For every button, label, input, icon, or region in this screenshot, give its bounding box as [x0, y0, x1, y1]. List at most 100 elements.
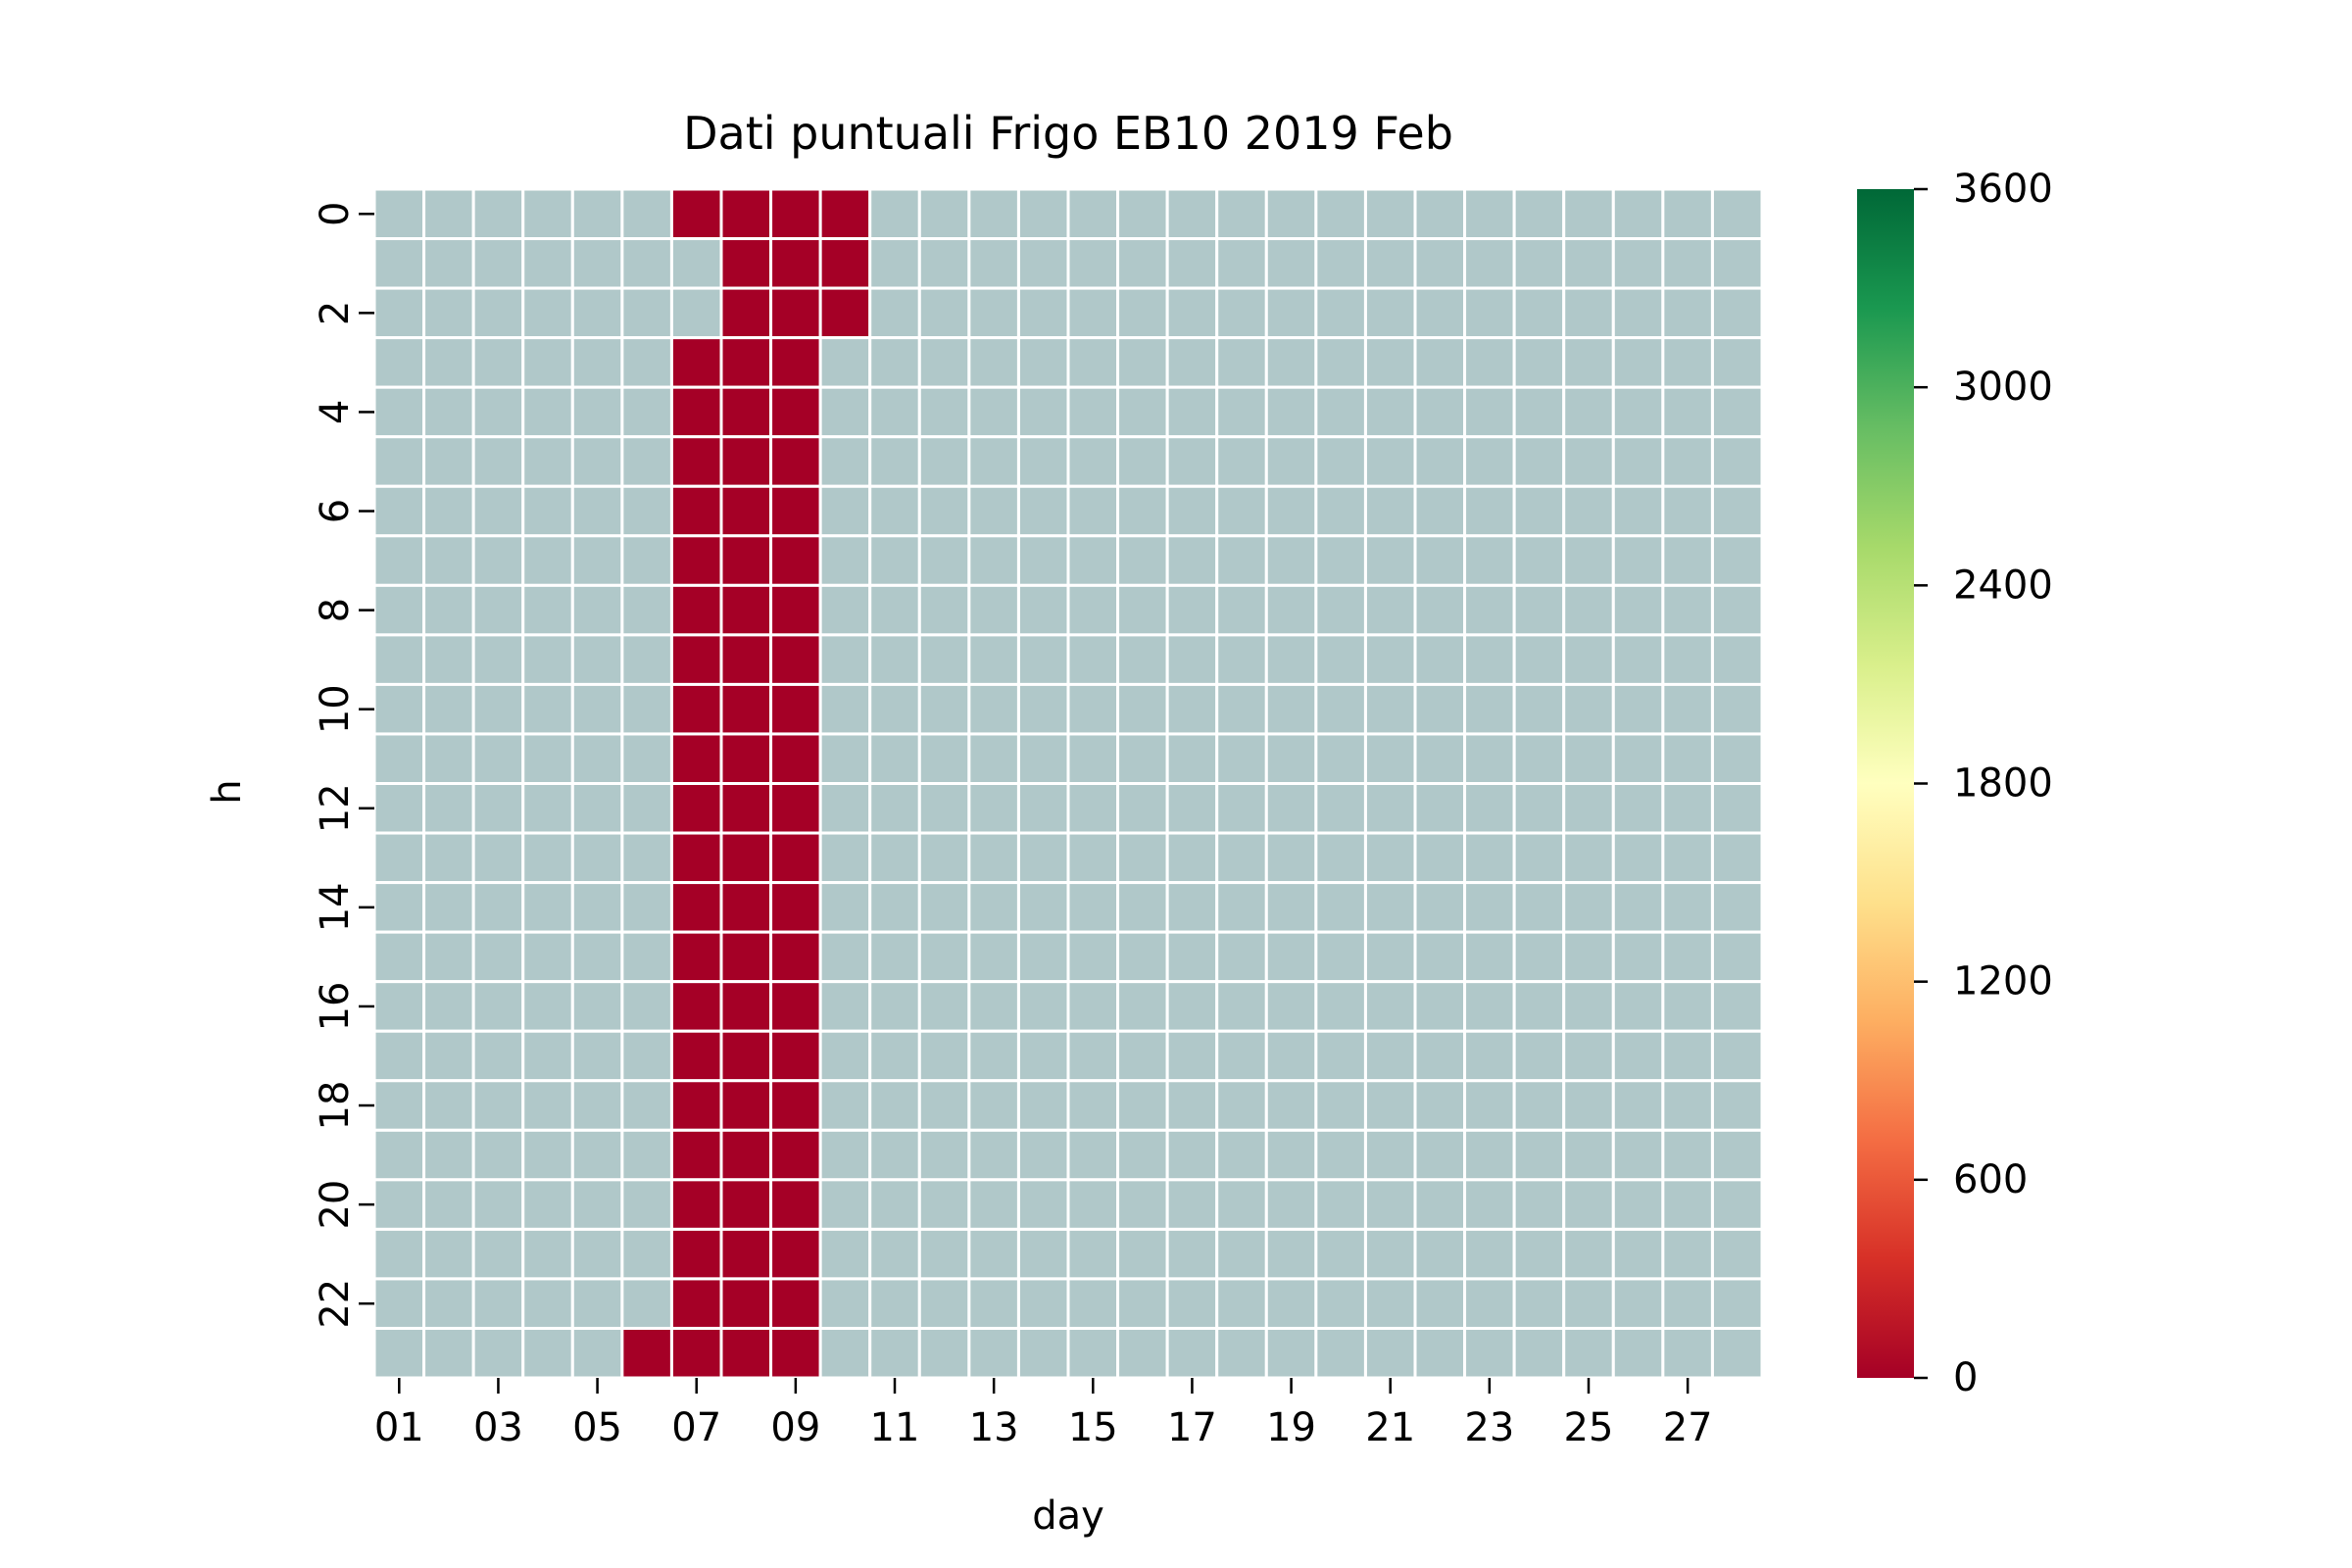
heatmap-cell [1661, 484, 1714, 538]
heatmap-cell [719, 435, 773, 488]
heatmap-cell [620, 286, 673, 340]
heatmap-cell [1066, 1128, 1120, 1182]
heatmap-cell [1264, 385, 1318, 439]
heatmap-cell [868, 286, 921, 340]
heatmap-cell [1314, 1128, 1367, 1182]
heatmap-cell [1314, 484, 1367, 538]
heatmap-cell [769, 336, 822, 389]
heatmap-cell [669, 286, 723, 340]
x-tick-label: 23 [1464, 1405, 1514, 1450]
heatmap-cell [1363, 484, 1417, 538]
heatmap-cell [1165, 1178, 1219, 1231]
heatmap-cell [669, 1079, 723, 1132]
heatmap-cell [868, 980, 921, 1033]
heatmap-cell [422, 385, 475, 439]
heatmap-cell [1363, 534, 1417, 587]
heatmap-cell [1562, 732, 1615, 785]
heatmap-cell [1314, 831, 1367, 885]
heatmap-cell [1314, 633, 1367, 686]
heatmap-cell [1016, 1227, 1070, 1281]
heatmap-cell [1215, 286, 1268, 340]
heatmap-cell [422, 1178, 475, 1231]
heatmap-cell [570, 682, 624, 736]
heatmap-cell [868, 831, 921, 885]
heatmap-cell [1611, 1029, 1665, 1083]
heatmap-cell [1264, 1326, 1318, 1380]
heatmap-cell [769, 831, 822, 885]
heatmap-cell [1413, 1128, 1467, 1182]
heatmap-cell [1562, 782, 1615, 835]
heatmap-cell [967, 1029, 1020, 1083]
heatmap-cell [1710, 435, 1764, 488]
heatmap-cell [1562, 1079, 1615, 1132]
heatmap-cell [818, 286, 872, 340]
heatmap-cell [1016, 732, 1070, 785]
heatmap-cell [1066, 1277, 1120, 1330]
heatmap-cell [620, 732, 673, 785]
y-tick-label: 22 [313, 1279, 358, 1329]
heatmap-cell [1264, 435, 1318, 488]
heatmap-cell [521, 1079, 574, 1132]
heatmap-cell [1463, 484, 1516, 538]
heatmap-cell [1413, 633, 1467, 686]
heatmap-cell [818, 1277, 872, 1330]
heatmap-cell [1512, 286, 1566, 340]
heatmap-cell [1264, 1128, 1318, 1182]
heatmap-cell [719, 1227, 773, 1281]
heatmap-cell [521, 1128, 574, 1182]
heatmap-cell [818, 1029, 872, 1083]
heatmap-cell [1016, 633, 1070, 686]
heatmap-cell [719, 1326, 773, 1380]
heatmap-cell [1611, 1227, 1665, 1281]
heatmap-cell [1512, 831, 1566, 885]
heatmap-cell [570, 187, 624, 241]
heatmap-cell [521, 682, 574, 736]
heatmap-cell [868, 484, 921, 538]
heatmap-cell [471, 435, 525, 488]
heatmap-cell [1512, 782, 1566, 835]
heatmap-cell [1363, 1326, 1417, 1380]
heatmap-cell [372, 1128, 426, 1182]
heatmap-cell [1413, 534, 1467, 587]
heatmap-cell [1512, 1326, 1566, 1380]
heatmap-cell [917, 484, 971, 538]
heatmap-cell [471, 682, 525, 736]
heatmap-cell [1066, 187, 1120, 241]
heatmap-cell [1463, 980, 1516, 1033]
heatmap-cell [1215, 385, 1268, 439]
heatmap-cell [570, 782, 624, 835]
heatmap-cell [1363, 980, 1417, 1033]
y-tick-label: 8 [313, 598, 358, 622]
heatmap-cell [471, 1277, 525, 1330]
heatmap-cell [1215, 187, 1268, 241]
heatmap-cell [1165, 881, 1219, 934]
colorbar-tick-label: 1200 [1953, 959, 2053, 1004]
heatmap-cell [818, 1128, 872, 1182]
heatmap-cell [620, 1128, 673, 1182]
y-tick-label: 12 [313, 783, 358, 833]
heatmap-cell [422, 435, 475, 488]
heatmap-cell [1165, 187, 1219, 241]
heatmap-cell [1215, 484, 1268, 538]
heatmap-cell [1264, 1079, 1318, 1132]
y-tick-label: 20 [313, 1180, 358, 1230]
heatmap-cell [1116, 336, 1169, 389]
heatmap-cell [1363, 435, 1417, 488]
heatmap-cell [570, 1227, 624, 1281]
heatmap-cell [1710, 1128, 1764, 1182]
heatmap-cell [372, 1326, 426, 1380]
heatmap-cell [521, 1227, 574, 1281]
heatmap-cell [422, 1326, 475, 1380]
heatmap-cell [1661, 187, 1714, 241]
heatmap-cell [967, 732, 1020, 785]
heatmap-cell [1710, 484, 1764, 538]
colorbar-tick-label: 2400 [1953, 563, 2053, 608]
heatmap-cell [1165, 633, 1219, 686]
heatmap-cell [1710, 583, 1764, 637]
heatmap-cell [1116, 1128, 1169, 1182]
heatmap-cell [1562, 583, 1615, 637]
heatmap-cell [719, 1178, 773, 1231]
x-tick-label: 17 [1167, 1405, 1217, 1450]
heatmap-cell [1512, 633, 1566, 686]
